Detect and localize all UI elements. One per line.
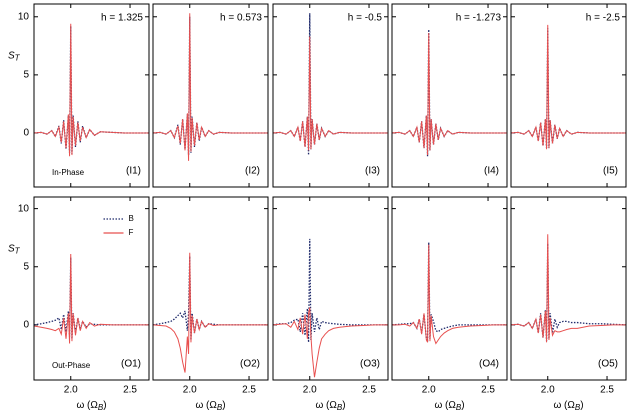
- series-line: [153, 252, 268, 373]
- series-line: [34, 257, 149, 339]
- x-label-part: ): [222, 400, 225, 411]
- x-label: ω (ΩB): [76, 400, 106, 412]
- y-tick-label: 0: [23, 320, 29, 331]
- series-line: [273, 238, 388, 343]
- x-tick-label: 2.0: [541, 385, 555, 396]
- series-line: [34, 253, 149, 344]
- x-label-part: ): [342, 400, 345, 411]
- plot-frame: [152, 196, 269, 381]
- x-label-part: B: [337, 403, 343, 412]
- panel-label: (I3): [365, 166, 380, 177]
- y-label: ST: [8, 50, 21, 62]
- panel-label: (O1): [121, 359, 141, 370]
- panel-label: (O5): [598, 359, 618, 370]
- y-label-sub: T: [15, 247, 21, 256]
- x-label-part: ): [103, 400, 106, 411]
- series-line: [153, 16, 268, 156]
- series-line: [511, 243, 626, 342]
- annotation: h = -0.5: [348, 13, 383, 24]
- annotation: h = 1.325: [101, 13, 143, 24]
- x-label: ω (ΩB): [434, 400, 464, 412]
- x-label: ω (ΩB): [195, 400, 225, 412]
- plot-frame: [33, 3, 150, 188]
- x-tick-label: 2.5: [481, 385, 495, 396]
- x-label-part: ): [580, 400, 583, 411]
- x-label: ω (ΩB): [553, 400, 583, 412]
- series-line: [392, 29, 507, 157]
- panel-label: (I5): [603, 166, 618, 177]
- legend-label: B: [129, 214, 134, 223]
- x-tick-label: 2.0: [303, 385, 317, 396]
- series-line: [273, 307, 388, 378]
- series-line: [392, 244, 507, 345]
- y-tick-label: 5: [23, 70, 29, 81]
- x-tick-label: 2.0: [183, 385, 197, 396]
- x-tick-label: 2.5: [123, 385, 137, 396]
- x-label-part: B: [98, 403, 104, 412]
- plot-frame: [33, 196, 150, 381]
- panel-label: (I1): [126, 166, 141, 177]
- x-label-part: B: [575, 403, 581, 412]
- plot-frame: [272, 3, 389, 188]
- y-tick-label: 10: [18, 11, 30, 22]
- panel-label: (O4): [479, 359, 499, 370]
- series-line: [34, 23, 149, 157]
- plot-frame: [391, 196, 508, 381]
- panel-label: (I4): [484, 166, 499, 177]
- x-label-part: ω (Ω: [195, 400, 217, 411]
- series-line: [511, 234, 626, 343]
- x-label-part: ω (Ω: [76, 400, 98, 411]
- series-line: [153, 13, 268, 161]
- plot-frame: [510, 3, 627, 188]
- y-label-main: S: [8, 50, 15, 61]
- panel-label: (I2): [245, 166, 260, 177]
- series-line: [392, 33, 507, 156]
- series-line: [153, 256, 268, 341]
- x-tick-label: 2.0: [422, 385, 436, 396]
- y-label-main: S: [8, 243, 15, 254]
- plot-frame: [391, 3, 508, 188]
- y-label: ST: [8, 243, 21, 255]
- annotation: h = -1.273: [456, 13, 502, 24]
- x-tick-label: 2.5: [242, 385, 256, 396]
- x-label-part: ω (Ω: [434, 400, 456, 411]
- x-tick-label: 2.5: [600, 385, 614, 396]
- x-label-part: B: [217, 403, 223, 412]
- x-label-part: ω (Ω: [315, 400, 337, 411]
- series-line: [273, 13, 388, 156]
- y-label-sub: T: [15, 54, 21, 63]
- phase-label: Out-Phase: [52, 361, 91, 370]
- series-line: [34, 26, 149, 154]
- y-tick-label: 10: [18, 203, 30, 214]
- y-tick-label: 5: [23, 261, 29, 272]
- phase-label: In-Phase: [52, 168, 85, 177]
- panel-label: (O3): [360, 359, 380, 370]
- annotation: h = -2.5: [586, 13, 621, 24]
- x-tick-label: 2.5: [362, 385, 376, 396]
- y-tick-label: 0: [23, 128, 29, 139]
- plot-frame: [152, 3, 269, 188]
- series-line: [511, 24, 626, 150]
- series-line: [273, 36, 388, 151]
- legend-label: F: [129, 228, 134, 237]
- x-label: ω (ΩB): [315, 400, 345, 412]
- annotation: h = 0.573: [220, 13, 262, 24]
- x-tick-label: 2.0: [64, 385, 78, 396]
- x-label-part: ): [461, 400, 464, 411]
- panel-label: (O2): [240, 359, 260, 370]
- plot-frame: [510, 196, 627, 381]
- plot-frame: [272, 196, 389, 381]
- series-line: [511, 28, 626, 149]
- x-label-part: B: [456, 403, 462, 412]
- x-label-part: ω (Ω: [553, 400, 575, 411]
